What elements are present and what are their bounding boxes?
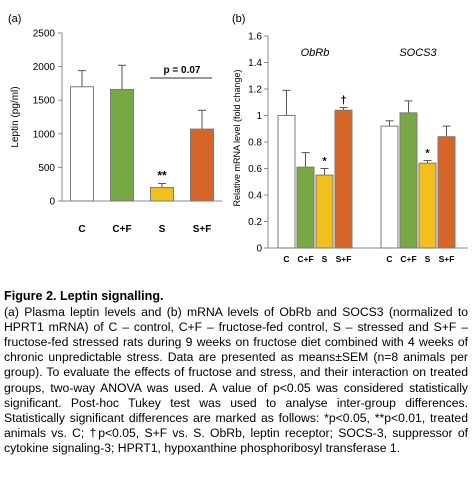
panel-a-bar-S (150, 187, 174, 202)
panel-b-bar-ObRb-C+F (296, 166, 315, 249)
panel-a-y-tick-label: 500 (38, 163, 55, 174)
panel-a-p-value-annotation: p = 0.07 (164, 65, 201, 76)
panel-b-y-tick-label: 0 (256, 244, 262, 255)
panel-a-label: (a) (8, 13, 21, 25)
panel-b-y-tick-label: 0.4 (248, 191, 262, 202)
panel-b-x-tick-label: S (322, 254, 328, 264)
panel-a-x-tick-label: S+F (193, 224, 212, 235)
panel-a-y-tick-label: 0 (49, 197, 55, 208)
panel-b-significance-label: † (340, 95, 346, 107)
panel-b-bar-SOCS3-S+F (437, 136, 456, 249)
panel-a-x-tick-label: C (78, 224, 85, 235)
panel-b-bar-ObRb-S (315, 174, 334, 249)
panel-a-bar-S+F (190, 128, 214, 202)
panel-b-gene-label: SOCS3 (399, 47, 437, 59)
panel-a-bar-C+F (110, 88, 134, 202)
panel-b-x-tick-label: C (283, 254, 289, 264)
panel-b-y-tick-label: 1.4 (248, 58, 262, 69)
panel-b-y-tick-label: 0.8 (248, 138, 262, 149)
panel-b-bar-SOCS3-C+F (399, 112, 418, 249)
caption-title: Figure 2. Leptin signalling. (4, 289, 164, 303)
panel-a-y-tick-label: 1000 (33, 129, 56, 140)
panel-a-y-tick-label: 1500 (33, 96, 56, 107)
panel-a-y-tick-label: 2500 (33, 29, 56, 40)
panel-b-gene-label: ObRb (301, 47, 330, 59)
panel-a-significance-label: ** (157, 169, 167, 183)
panel-b-x-tick-label: S+F (336, 254, 352, 264)
figure-charts: (a) 0 500 1000 1500 2000 2500 Leptin (pg/ml) C C+… (8, 13, 468, 264)
panel-b-label: (b) (232, 13, 245, 25)
panel-a-y-axis-label: Leptin (pg/ml) (10, 86, 21, 147)
panel-a-x-tick-label: C+F (112, 224, 131, 235)
panel-b-x-tick-label: S (425, 254, 431, 264)
panel-a-y-tick-label: 2000 (33, 62, 56, 73)
panel-b-bar-SOCS3-S (418, 162, 437, 249)
panel-b-x-tick-label: S+F (439, 254, 455, 264)
panel-b-x-tick-label: C+F (297, 254, 313, 264)
panel-b-x-tick-label: C (386, 254, 392, 264)
panel-b-bar-SOCS3-C (380, 125, 399, 249)
panel-b-y-tick-label: 0.6 (248, 164, 262, 175)
panel-a-x-tick-label: S (159, 224, 166, 235)
panel-b-y-tick-label: 0.2 (248, 217, 262, 228)
panel-a-bar-C (70, 86, 94, 202)
panel-b-y-axis-label: Relative mRNA level (fold change) (232, 69, 242, 206)
panel-b-y-tick-label: 1.6 (248, 32, 262, 43)
caption-body: (a) Plasma leptin levels and (b) mRNA le… (4, 305, 468, 455)
panel-b-y-tick-label: 1 (256, 111, 262, 122)
panel-b-significance-label: * (425, 148, 430, 160)
figure-caption: Figure 2. Leptin signalling. (a) Plasma … (4, 289, 468, 456)
panel-b-y-tick-label: 1.2 (248, 85, 262, 96)
panel-b-bar-ObRb-S+F (334, 109, 353, 249)
panel-b-significance-label: * (322, 156, 327, 168)
panel-b-x-tick-label: C+F (400, 254, 416, 264)
panel-b-bar-ObRb-C (277, 115, 296, 249)
